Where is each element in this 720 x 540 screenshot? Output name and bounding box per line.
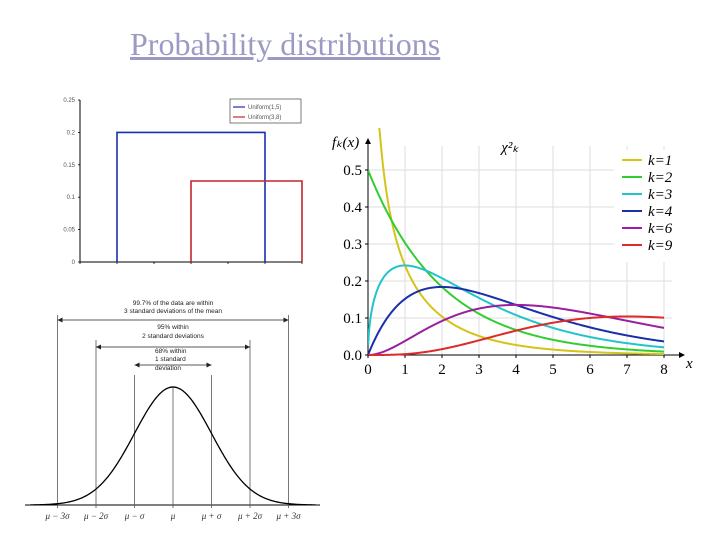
normal-annotation: 1 standard (155, 356, 186, 363)
uniform-y-tick-label: 0.15 (63, 163, 75, 169)
normal-annotation: 3 standard deviations of the mean (124, 308, 222, 315)
chi-square-chart: 0 1 2 3 4 5 6 7 8 0.0 0.1 0.2 0.3 0.4 0.5 k=1k=2k=3k=4… (332, 128, 693, 378)
chi-y-tick-label: 0.4 (343, 200, 362, 216)
uniform-y-tick-label: 0.05 (63, 228, 75, 234)
chi-y-tick-label: 0.0 (343, 348, 362, 364)
chi-y-axis-label: fₖ(x) (332, 135, 359, 151)
chi-x-tick-label: 7 (623, 362, 631, 378)
uniform-legend-box (229, 98, 302, 124)
chi-legend-label: k=9 (648, 238, 673, 254)
normal-annotation: 2 standard deviations (142, 333, 205, 340)
normal-annotation: 99.7% of the data are within (133, 300, 214, 307)
chi-y-tick-label: 0.3 (343, 237, 362, 253)
chi-chart-title: χ²ₖ (499, 140, 519, 156)
uniform-y-tick-label: 0.1 (67, 195, 76, 201)
chi-x-tick-label: 4 (512, 362, 520, 378)
normal-annotation: 68% within (155, 348, 187, 355)
normal-x-tick-label: μ + σ (201, 511, 222, 521)
uniform-y-tick-label: 0.25 (63, 98, 75, 104)
chi-x-tick-label: 1 (401, 362, 409, 378)
chi-series-line (368, 303, 665, 356)
chi-series-line (368, 264, 665, 349)
chi-y-tick-label: 0.1 (343, 311, 362, 327)
chi-legend-label: k=3 (648, 187, 672, 203)
normal-x-tick-label: μ − σ (124, 511, 145, 521)
uniform-series-line (190, 180, 303, 262)
slide-title: Probability distributions (130, 26, 441, 62)
chi-legend-label: k=2 (648, 170, 673, 186)
chi-x-tick-label: 0 (364, 362, 372, 378)
chi-x-arrow (679, 352, 685, 358)
chi-y-arrow (365, 138, 371, 144)
chi-x-tick-label: 2 (438, 362, 446, 378)
uniform-legend-label: Uniform(1,5) (248, 105, 281, 111)
normal-x-tick-label: μ (170, 511, 176, 521)
chi-legend-label: k=4 (648, 204, 673, 220)
chi-y-tick-label: 0.5 (343, 163, 362, 179)
chi-legend-label: k=6 (648, 221, 673, 237)
chi-legend-label: k=1 (648, 153, 672, 169)
chi-series-line (368, 315, 665, 356)
normal-x-tick-label: μ − 2σ (83, 511, 109, 521)
normal-curve (30, 386, 316, 506)
uniform-series-line (116, 131, 266, 262)
normal-x-tick-label: μ + 2σ (237, 511, 263, 521)
uniform-y-tick-label: 0.2 (67, 130, 76, 136)
chi-legend-box (614, 150, 686, 262)
chi-series-line (378, 128, 665, 356)
chi-y-tick-label: 0.2 (343, 274, 362, 290)
uniform-y-tick-label: 0 (72, 260, 76, 266)
normal-x-tick-label: μ + 3σ (275, 511, 301, 521)
chi-x-tick-label: 8 (660, 362, 668, 378)
chi-x-tick-label: 6 (586, 362, 594, 378)
uniform-distribution-chart: 0 0.05 0.1 0.15 0.2 0.25 Uniform(1,5) Uniform(… (63, 98, 303, 266)
uniform-legend-label: Uniform(3,8) (248, 115, 281, 121)
normal-annotation: deviation (155, 365, 181, 372)
normal-x-tick-label: μ − 3σ (44, 511, 70, 521)
chi-x-tick-label: 3 (475, 362, 483, 378)
normal-annotation: 95% within (157, 324, 189, 331)
chi-x-axis-label: x (685, 356, 693, 372)
chi-x-tick-label: 5 (549, 362, 557, 378)
